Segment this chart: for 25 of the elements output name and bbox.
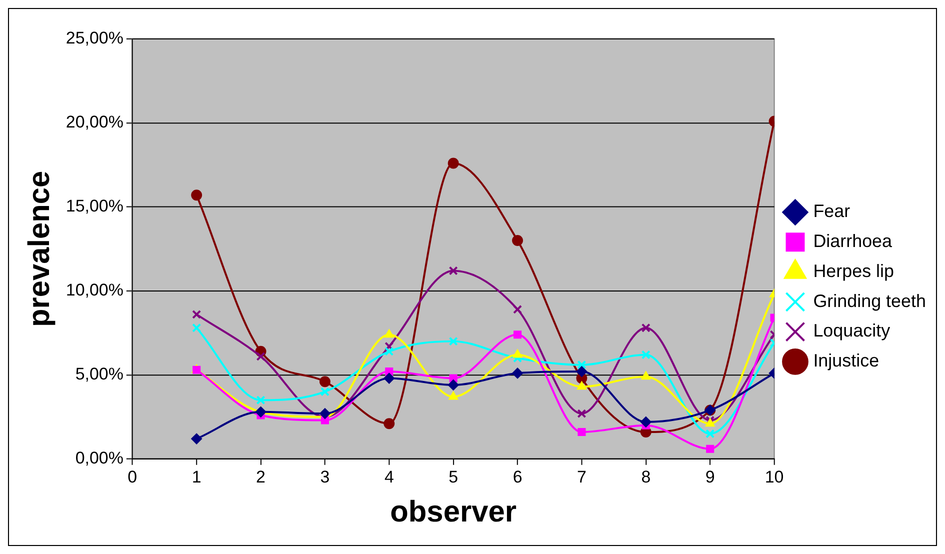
x-tick-label: 0	[128, 468, 138, 487]
y-tick-label: 25,00%	[66, 28, 124, 48]
y-tick-label: 0,00%	[75, 448, 124, 468]
x-axis-title: observer	[390, 495, 517, 528]
x-tick-label: 4	[384, 468, 394, 487]
x-tick-label: 2	[256, 468, 266, 487]
legend-label: Fear	[813, 201, 850, 222]
x-tick-label: 7	[576, 468, 586, 487]
x-tick-label: 9	[705, 468, 715, 487]
x-tick-label: 5	[448, 468, 458, 487]
legend-label: Loquacity	[813, 320, 890, 341]
y-tick-label: 5,00%	[75, 364, 124, 384]
legend-label: Herpes lip	[813, 260, 894, 281]
legend-label: Grinding teeth	[813, 290, 926, 311]
legend-label: Diarrhoea	[813, 231, 892, 252]
x-tick-label: 1	[192, 468, 202, 487]
legend-label: Injustice	[813, 350, 880, 371]
y-tick-label: 15,00%	[66, 196, 124, 216]
x-tick-label: 8	[641, 468, 651, 487]
y-axis-title: prevalence	[23, 170, 56, 327]
y-tick-label: 10,00%	[66, 280, 124, 300]
x-tick-label: 10	[764, 468, 784, 487]
x-tick-label: 3	[320, 468, 330, 487]
x-tick-label: 6	[512, 468, 522, 487]
y-tick-label: 20,00%	[66, 112, 124, 132]
